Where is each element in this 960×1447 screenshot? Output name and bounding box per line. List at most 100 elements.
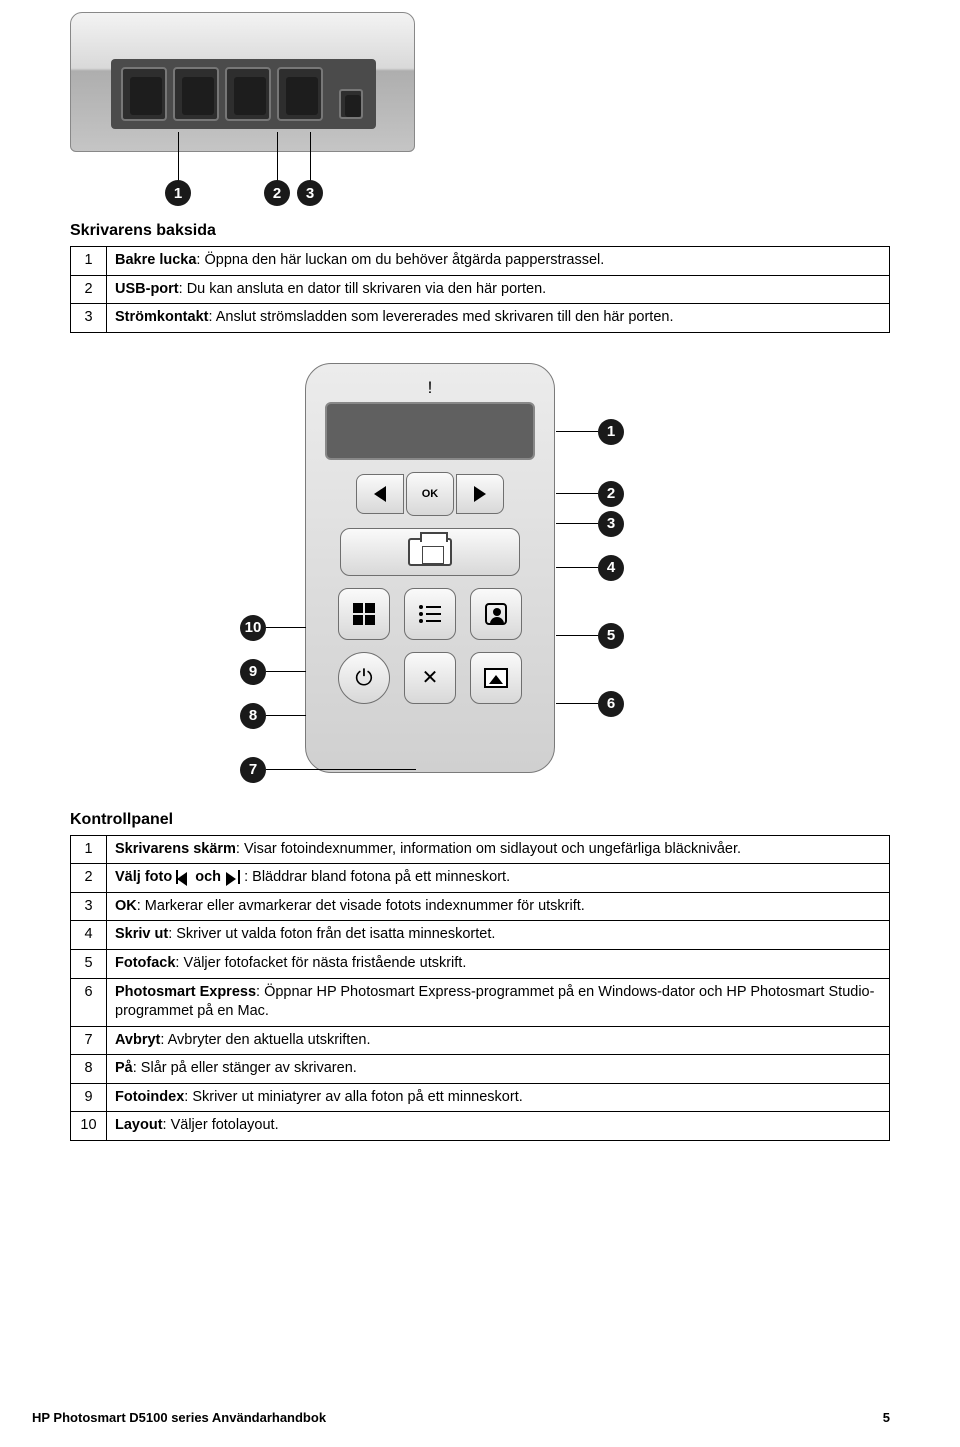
- row-num: 10: [71, 1112, 107, 1141]
- table-row: 2 Välj foto och : Bläddrar bland fotona …: [71, 864, 890, 893]
- leader-line: [178, 132, 179, 182]
- row-num: 7: [71, 1026, 107, 1055]
- leader-line: [277, 132, 278, 182]
- callout-1: 1: [165, 180, 191, 206]
- arrow-left-icon: [374, 486, 386, 502]
- table-row: 7 Avbryt: Avbryter den aktuella utskrift…: [71, 1026, 890, 1055]
- row-desc: Skrivarens skärm: Visar fotoindexnummer,…: [107, 835, 890, 864]
- row-desc: Avbryt: Avbryter den aktuella utskriften…: [107, 1026, 890, 1055]
- row-desc: På: Slår på eller stänger av skrivaren.: [107, 1055, 890, 1084]
- printer-body: [70, 12, 415, 152]
- table-row: 9 Fotoindex: Skriver ut miniatyrer av al…: [71, 1083, 890, 1112]
- row-desc: OK: Markerar eller avmarkerar det visade…: [107, 892, 890, 921]
- table-row: 3 Strömkontakt: Anslut strömsladden som …: [71, 304, 890, 333]
- leader-line: [556, 523, 598, 524]
- row-num: 4: [71, 921, 107, 950]
- callout-l7: 7: [240, 757, 266, 783]
- printer-screen: [325, 402, 535, 460]
- photo-icon: [484, 668, 508, 688]
- cancel-button: ✕: [404, 652, 456, 704]
- printer-port-strip: [111, 59, 376, 129]
- leader-line: [266, 671, 306, 672]
- table-row: 5 Fotofack: Väljer fotofacket för nästa …: [71, 949, 890, 978]
- row-desc: Välj foto och : Bläddrar bland fotona på…: [107, 864, 890, 893]
- nav-row: OK: [324, 472, 536, 516]
- page-footer: HP Photosmart D5100 series Användarhandb…: [32, 1410, 890, 1425]
- ok-button: OK: [406, 472, 454, 516]
- table-printer-back: 1 Bakre lucka: Öppna den här luckan om d…: [70, 246, 890, 333]
- layout-icon: [353, 603, 375, 625]
- callout-l9: 9: [240, 659, 266, 685]
- port-slot: [173, 67, 219, 121]
- row-num: 5: [71, 949, 107, 978]
- callout-r1: 1: [598, 419, 624, 445]
- warning-icon: !: [324, 378, 536, 398]
- port-slot-small: [339, 89, 363, 119]
- panel-body: ! OK ⏻ ✕: [305, 363, 555, 773]
- section1-title: Skrivarens baksida: [70, 222, 890, 240]
- layout-button: [338, 588, 390, 640]
- fotofack-button: [470, 588, 522, 640]
- section2-title: Kontrollpanel: [70, 811, 890, 829]
- row-desc: Photosmart Express: Öppnar HP Photosmart…: [107, 978, 890, 1026]
- next-photo-button: [456, 474, 504, 514]
- callout-3: 3: [297, 180, 323, 206]
- leader-line: [556, 703, 598, 704]
- table-row: 4 Skriv ut: Skriver ut valda foton från …: [71, 921, 890, 950]
- table-row: 3 OK: Markerar eller avmarkerar det visa…: [71, 892, 890, 921]
- leader-line: [266, 769, 416, 770]
- row-desc: Fotoindex: Skriver ut miniatyrer av alla…: [107, 1083, 890, 1112]
- callout-r6: 6: [598, 691, 624, 717]
- leader-line: [266, 627, 306, 628]
- row-num: 2: [71, 864, 107, 893]
- leader-line: [266, 715, 306, 716]
- table-row: 6 Photosmart Express: Öppnar HP Photosma…: [71, 978, 890, 1026]
- footer-page-number: 5: [883, 1410, 890, 1425]
- row-num: 3: [71, 304, 107, 333]
- row-desc: Bakre lucka: Öppna den här luckan om du …: [107, 247, 890, 276]
- arrow-right-icon: [474, 486, 486, 502]
- leader-line: [556, 431, 598, 432]
- port-slot: [225, 67, 271, 121]
- arrow-right-icon: [225, 870, 240, 885]
- leader-line: [556, 567, 598, 568]
- row-num: 9: [71, 1083, 107, 1112]
- photo-tray-icon: [485, 603, 507, 625]
- callout-r4: 4: [598, 555, 624, 581]
- table-row: 1 Bakre lucka: Öppna den här luckan om d…: [71, 247, 890, 276]
- printer-back-diagram: 1 2 3: [70, 12, 430, 212]
- callout-l10: 10: [240, 615, 266, 641]
- port-slot: [277, 67, 323, 121]
- row-num: 6: [71, 978, 107, 1026]
- row-num: 1: [71, 835, 107, 864]
- callout-r3: 3: [598, 511, 624, 537]
- power-button: ⏻: [338, 652, 390, 704]
- leader-line: [556, 635, 598, 636]
- row-num: 2: [71, 275, 107, 304]
- arrow-left-icon: [176, 870, 191, 885]
- middle-row: [324, 588, 536, 640]
- row-num: 8: [71, 1055, 107, 1084]
- callout-l8: 8: [240, 703, 266, 729]
- row-desc: Skriv ut: Skriver ut valda foton från de…: [107, 921, 890, 950]
- table-row: 2 USB-port: Du kan ansluta en dator till…: [71, 275, 890, 304]
- print-icon: [408, 538, 452, 566]
- row-num: 1: [71, 247, 107, 276]
- prev-photo-button: [356, 474, 404, 514]
- print-button: [340, 528, 520, 576]
- row-num: 3: [71, 892, 107, 921]
- row-desc: USB-port: Du kan ansluta en dator till s…: [107, 275, 890, 304]
- table-row: 10 Layout: Väljer fotolayout.: [71, 1112, 890, 1141]
- table-row: 1 Skrivarens skärm: Visar fotoindexnumme…: [71, 835, 890, 864]
- callout-2: 2: [264, 180, 290, 206]
- leader-line: [310, 132, 311, 182]
- fotoindex-button: [404, 588, 456, 640]
- index-icon: [419, 605, 441, 623]
- callout-r5: 5: [598, 623, 624, 649]
- row-desc: Strömkontakt: Anslut strömsladden som le…: [107, 304, 890, 333]
- table-row: 8 På: Slår på eller stänger av skrivaren…: [71, 1055, 890, 1084]
- photosmart-express-button: [470, 652, 522, 704]
- leader-line: [556, 493, 598, 494]
- port-slot: [121, 67, 167, 121]
- bottom-row: ⏻ ✕: [324, 652, 536, 704]
